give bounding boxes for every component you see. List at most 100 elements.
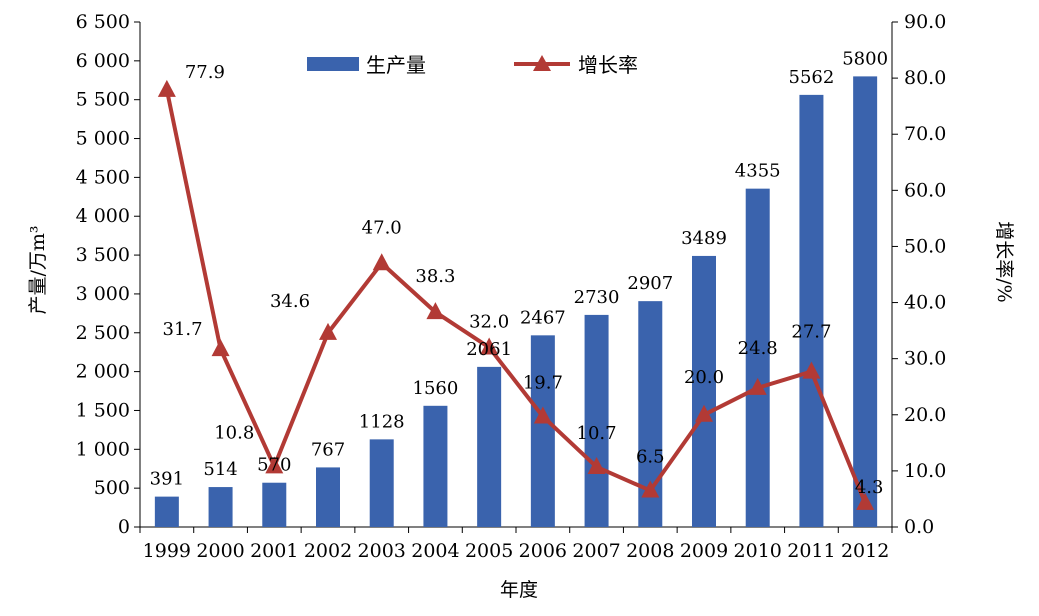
- rate-value-label: 4.3: [855, 477, 884, 498]
- legend-line-label: 增长率: [578, 53, 638, 77]
- line-series: [157, 79, 875, 510]
- line-marker: [856, 492, 875, 510]
- y-left-tick-label: 2 000: [76, 361, 130, 383]
- y-left-tick-label: 2 500: [76, 322, 130, 344]
- bar-value-label: 4355: [735, 161, 781, 182]
- y-right-tick-label: 80.0: [904, 67, 946, 89]
- x-tick-label: 2002: [304, 540, 352, 562]
- bar: [584, 314, 609, 527]
- line-marker: [265, 456, 284, 474]
- y-left-tick-label: 4 500: [76, 166, 130, 188]
- y-left-tick-label: 6 500: [76, 11, 130, 33]
- bar-value-label: 2467: [520, 307, 566, 328]
- x-tick-label: 2012: [841, 540, 889, 562]
- line-marker: [641, 480, 660, 498]
- y-right-tick-label: 10.0: [904, 460, 946, 482]
- rate-value-label: 6.5: [636, 447, 665, 468]
- y-right-tick-label: 40.0: [904, 292, 946, 314]
- line-marker: [533, 406, 552, 424]
- bar-value-label: 514: [203, 459, 237, 480]
- line-marker: [319, 322, 337, 340]
- y-left-tick-label: 5 500: [76, 89, 130, 111]
- x-tick-label: 2007: [572, 540, 620, 562]
- rate-value-label: 10.8: [214, 422, 254, 443]
- y-right-tick-label: 0.0: [904, 516, 934, 538]
- x-tick-label: 2008: [626, 540, 674, 562]
- y-right-tick-label: 60.0: [904, 179, 946, 201]
- rate-value-label: 77.9: [185, 62, 225, 83]
- bar-series: [154, 76, 878, 528]
- line-marker: [426, 302, 445, 320]
- y-left-tick-label: 500: [94, 477, 130, 499]
- y-right-tick-label: 50.0: [904, 235, 946, 257]
- legend-line-marker: [533, 55, 551, 71]
- y-left-tick-label: 4 000: [76, 205, 130, 227]
- rate-value-label: 47.0: [362, 217, 402, 238]
- x-tick-label: 2010: [734, 540, 782, 562]
- bar: [423, 405, 448, 527]
- bar: [799, 94, 824, 528]
- y-right-tick-label: 70.0: [904, 123, 946, 145]
- x-tick-label: 2000: [196, 540, 244, 562]
- y-left-tick-label: 0: [118, 516, 130, 538]
- rate-value-label: 10.7: [577, 423, 617, 444]
- y-left-tick-label: 1 500: [76, 399, 130, 421]
- y-axis-left-title: 产量/万m³: [27, 225, 49, 314]
- axes: 0 500 1 000 1 500 2 000 2 500 3 000 3 500 4 000 4…: [76, 11, 947, 562]
- bar: [530, 335, 555, 527]
- x-axis-title: 年度: [500, 579, 538, 601]
- rate-value-label: 27.7: [791, 322, 831, 343]
- bar-value-label: 767: [311, 439, 345, 460]
- bar-value-label: 1128: [359, 411, 405, 432]
- line-marker: [802, 361, 821, 379]
- y-left-tick-label: 3 000: [76, 283, 130, 305]
- bar-value-label: 2730: [574, 287, 620, 308]
- line-marker: [157, 79, 176, 97]
- rate-value-label: 20.0: [684, 367, 724, 388]
- y-right-tick-label: 90.0: [904, 11, 946, 33]
- x-tick-label: 2004: [411, 540, 459, 562]
- rate-value-label: 31.7: [163, 319, 203, 340]
- y-right-tick-label: 30.0: [904, 348, 946, 370]
- rate-value-label: 19.7: [523, 372, 563, 393]
- y-left-tick-label: 3 500: [76, 244, 130, 266]
- bar-value-label: 391: [150, 469, 184, 490]
- bar-value-label: 1560: [413, 378, 459, 399]
- bar-value-label: 5562: [789, 67, 835, 88]
- rate-value-label: 34.6: [270, 291, 310, 312]
- bar-value-label: 5800: [842, 48, 888, 69]
- x-tick-label: 2005: [465, 540, 513, 562]
- bar-value-label: 570: [257, 455, 291, 476]
- bar-value-label: 3489: [681, 228, 727, 249]
- legend-bar-swatch: [307, 57, 359, 71]
- x-tick-label: 2011: [787, 540, 835, 562]
- bar: [154, 496, 179, 527]
- line-marker: [211, 339, 230, 357]
- x-tick-label: 2009: [680, 540, 728, 562]
- data-labels: 391 514 570 767 1128 1560 2061 2467 2730 2907 3489…: [150, 48, 888, 497]
- y-right-tick-label: 20.0: [904, 404, 946, 426]
- rate-value-label: 38.3: [415, 266, 455, 287]
- rate-value-label: 32.0: [469, 311, 509, 332]
- legend: 生产量 增长率: [307, 53, 638, 77]
- x-tick-label: 2003: [358, 540, 406, 562]
- x-tick-label: 2001: [250, 540, 298, 562]
- y-left-tick-label: 1 000: [76, 438, 130, 460]
- y-axis-right-title: 增长率/%: [993, 221, 1015, 302]
- line-marker: [480, 337, 499, 355]
- line-marker: [587, 456, 606, 474]
- y-left-tick-label: 5 000: [76, 128, 130, 150]
- growth-rate-line: [164, 89, 867, 504]
- legend-bar-label: 生产量: [366, 53, 426, 77]
- rate-value-label: 24.8: [738, 338, 778, 359]
- bar: [369, 439, 394, 527]
- bar: [262, 482, 287, 527]
- x-tick-label: 2006: [519, 540, 567, 562]
- bar-value-label: 2907: [627, 273, 673, 294]
- bar: [853, 76, 878, 527]
- line-marker: [372, 253, 391, 271]
- bar: [477, 366, 502, 527]
- bar: [316, 467, 340, 527]
